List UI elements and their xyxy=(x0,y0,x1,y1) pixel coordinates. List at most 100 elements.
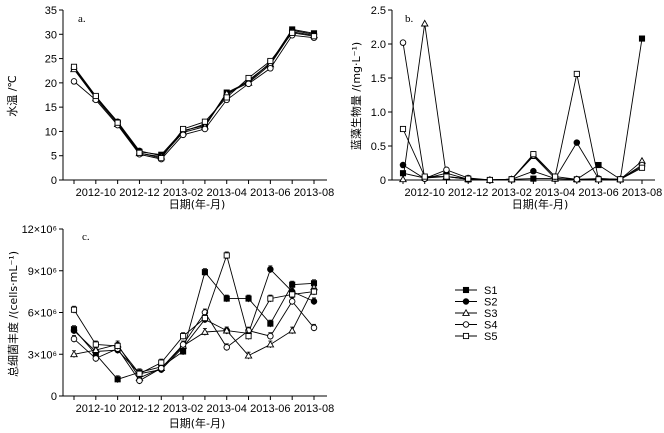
data-point-s3 xyxy=(244,351,253,359)
data-point-s5 xyxy=(443,173,450,180)
data-point-s3 xyxy=(266,340,275,348)
data-point-s4 xyxy=(399,39,407,46)
x-tick-label: 2013-06 xyxy=(578,187,618,199)
y-tick-label: 9×10⁶ xyxy=(28,266,57,278)
data-point-s3 xyxy=(222,326,231,334)
x-tick-label: 2012-10 xyxy=(405,187,445,199)
data-point-s1 xyxy=(201,269,208,276)
y-tick-label: 20 xyxy=(45,78,57,90)
data-point-s1 xyxy=(530,175,537,182)
y-tick-label: 5 xyxy=(51,151,57,163)
data-point-s4 xyxy=(573,176,581,183)
series-line-s5 xyxy=(402,73,643,181)
x-tick-label: 2012-10 xyxy=(76,403,116,415)
y-tick-label: 12×10⁶ xyxy=(22,224,57,236)
data-point-s1 xyxy=(638,35,646,42)
data-point-s4 xyxy=(158,364,165,372)
series-line-s5 xyxy=(73,32,315,159)
y-tick-label: 2.5 xyxy=(371,5,386,17)
series-line-s2 xyxy=(402,141,643,181)
data-point-s5 xyxy=(158,359,165,366)
data-point-s3 xyxy=(288,326,297,334)
data-point-s5 xyxy=(223,252,230,259)
data-point-s5 xyxy=(180,125,187,133)
y-tick-label: 0 xyxy=(380,175,386,187)
series-line-s5 xyxy=(73,253,315,375)
data-point-s5 xyxy=(530,151,537,158)
series-line-s4 xyxy=(402,42,643,181)
x-tick-label: 2012-12 xyxy=(448,187,488,199)
data-point-s5 xyxy=(158,155,165,162)
data-point-s5 xyxy=(92,341,99,348)
data-point-s5 xyxy=(201,118,208,125)
legend-label-s2: S2 xyxy=(484,297,497,309)
panel-b-xlabel: 日期(年-月) xyxy=(512,197,569,211)
y-tick-label: 0 xyxy=(51,391,57,403)
data-point-s5 xyxy=(310,288,318,295)
data-point-s3 xyxy=(91,345,100,353)
legend-label-s5: S5 xyxy=(484,331,497,343)
x-tick-label: 2013-08 xyxy=(294,403,334,415)
data-point-s5 xyxy=(486,176,493,184)
data-point-s5 xyxy=(267,295,274,302)
data-point-s5 xyxy=(573,70,580,77)
data-point-s1 xyxy=(223,295,230,302)
data-point-s5 xyxy=(245,333,252,340)
panel-b-cyanobacteria-biomass: b. 蓝藻生物量 /(mg·L⁻¹) 日期(年-月) 0 0.5 1.0 1.5 2.0… xyxy=(349,5,662,211)
data-point-s5 xyxy=(595,176,602,183)
panel-b-ylabel: 蓝藻生物量 /(mg·L⁻¹) xyxy=(349,42,363,150)
data-point-s5 xyxy=(136,370,143,377)
series-line-s3 xyxy=(73,31,315,158)
data-point-s4 xyxy=(223,344,230,351)
panel-b-label: b. xyxy=(405,13,414,25)
data-point-s4 xyxy=(179,131,187,139)
data-point-s4 xyxy=(136,377,143,384)
data-point-s1 xyxy=(289,281,296,288)
data-point-s4 xyxy=(267,332,274,340)
x-tick-label: 2013-08 xyxy=(622,187,662,199)
x-tick-label: 2013-04 xyxy=(207,403,247,415)
y-tick-label: 30 xyxy=(45,29,57,41)
data-point-s5 xyxy=(638,164,646,171)
data-point-s4 xyxy=(245,80,252,88)
y-tick-label: 6×10⁶ xyxy=(28,308,57,320)
data-point-s4 xyxy=(70,78,78,85)
data-point-s2 xyxy=(70,327,78,334)
x-tick-label: 2013-06 xyxy=(250,403,290,415)
series-line-s4 xyxy=(73,34,315,160)
data-point-s5 xyxy=(114,342,121,349)
series-line-s1 xyxy=(73,271,315,380)
x-tick-label: 2013-02 xyxy=(163,187,203,199)
data-point-s1 xyxy=(399,170,407,177)
data-point-s4 xyxy=(179,341,187,348)
data-point-s3 xyxy=(200,327,209,335)
data-point-s5 xyxy=(399,125,407,133)
data-point-s4 xyxy=(70,335,78,343)
data-point-s3 xyxy=(399,175,407,183)
data-point-s3 xyxy=(70,350,78,358)
legend-marker-s1 xyxy=(462,286,470,294)
data-point-s2 xyxy=(267,266,274,273)
panel-a-label: a. xyxy=(78,13,86,25)
data-point-s5 xyxy=(310,33,318,40)
data-point-s5 xyxy=(201,315,208,322)
y-tick-label: 0 xyxy=(51,175,57,187)
legend-label-s1: S1 xyxy=(484,285,497,297)
data-point-s1 xyxy=(114,376,121,383)
panel-c-ylabel: 总细菌丰度 /(cells·mL⁻¹) xyxy=(6,251,20,377)
x-tick-label: 2013-04 xyxy=(535,187,575,199)
y-tick-label: 25 xyxy=(45,54,57,66)
y-tick-label: 2.0 xyxy=(371,39,386,51)
panel-a-ylabel: 水温 /℃ xyxy=(6,75,19,117)
data-point-s5 xyxy=(617,176,624,183)
data-point-s4 xyxy=(288,298,296,305)
legend-label-s3: S3 xyxy=(484,308,497,320)
series-line-s2 xyxy=(73,29,315,157)
data-point-s4 xyxy=(201,125,209,133)
legend-marker-s4 xyxy=(462,321,470,328)
data-point-s2 xyxy=(573,139,581,146)
data-point-s5 xyxy=(289,291,296,298)
data-point-s5 xyxy=(180,333,187,340)
